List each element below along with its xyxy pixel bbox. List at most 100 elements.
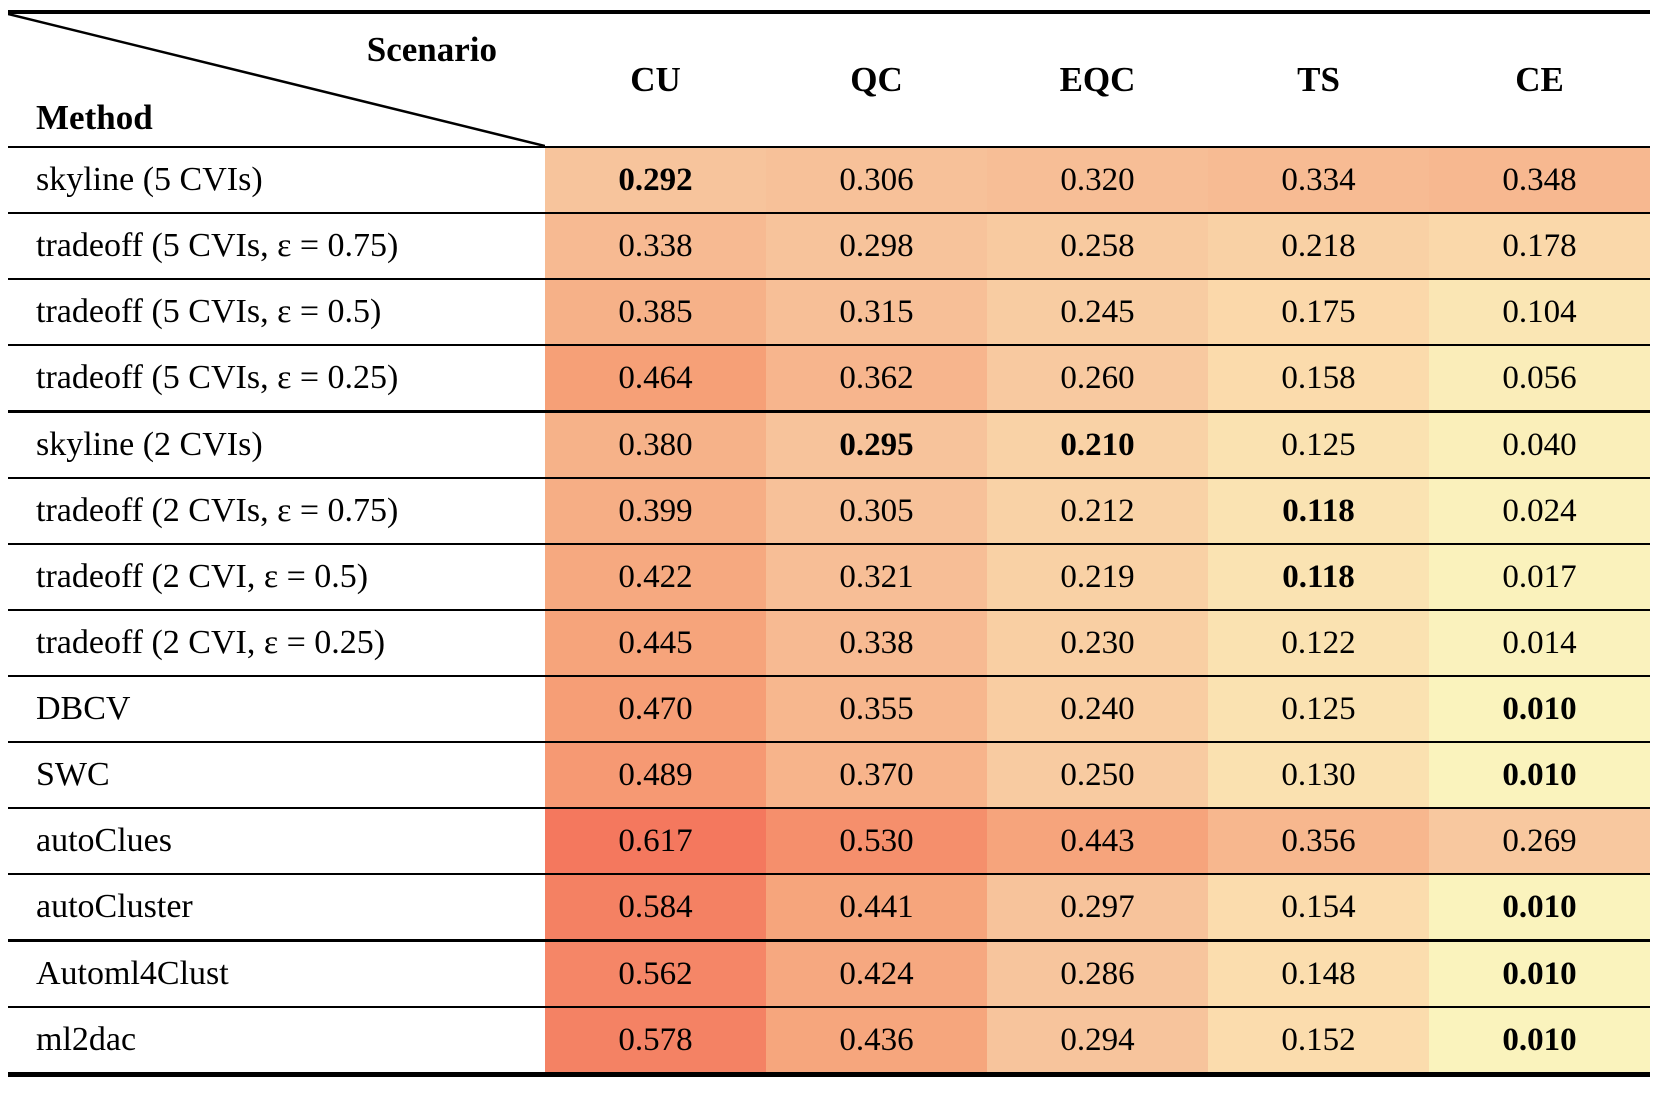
heatmap-cell: 0.125 bbox=[1208, 413, 1429, 477]
heatmap-cell: 0.175 bbox=[1208, 280, 1429, 344]
table-row: tradeoff (2 CVI, ε = 0.25) 0.445 0.338 0.23… bbox=[8, 611, 1650, 677]
heatmap-cell: 0.489 bbox=[545, 743, 766, 807]
heatmap-cell: 0.154 bbox=[1208, 875, 1429, 939]
heatmap-cell: 0.380 bbox=[545, 413, 766, 477]
heatmap-cell: 0.010 bbox=[1429, 743, 1650, 807]
table-row: skyline (2 CVIs) 0.380 0.295 0.210 0.125 0.04… bbox=[8, 413, 1650, 479]
table-row: tradeoff (5 CVIs, ε = 0.5) 0.385 0.315 0.24… bbox=[8, 280, 1650, 346]
heatmap-cell: 0.584 bbox=[545, 875, 766, 939]
heatmap-cell: 0.218 bbox=[1208, 214, 1429, 278]
heatmap-cell: 0.422 bbox=[545, 545, 766, 609]
heatmap-cell: 0.056 bbox=[1429, 346, 1650, 410]
table-bottom-rule bbox=[8, 1072, 1650, 1077]
table-row: ml2dac 0.578 0.436 0.294 0.152 0.010 bbox=[8, 1008, 1650, 1072]
heatmap-cell: 0.445 bbox=[545, 611, 766, 675]
heatmap-cell: 0.245 bbox=[987, 280, 1208, 344]
method-label: tradeoff (2 CVIs, ε = 0.75) bbox=[8, 479, 545, 543]
heatmap-cell: 0.470 bbox=[545, 677, 766, 741]
heatmap-cell: 0.294 bbox=[987, 1008, 1208, 1072]
heatmap-cell: 0.370 bbox=[766, 743, 987, 807]
column-header-qc: QC bbox=[850, 60, 903, 99]
table-row: tradeoff (2 CVI, ε = 0.5) 0.422 0.321 0.219… bbox=[8, 545, 1650, 611]
heatmap-cell: 0.125 bbox=[1208, 677, 1429, 741]
method-label: autoCluster bbox=[8, 875, 545, 939]
heatmap-cell: 0.260 bbox=[987, 346, 1208, 410]
heatmap-cell: 0.295 bbox=[766, 413, 987, 477]
heatmap-cell: 0.292 bbox=[545, 148, 766, 212]
heatmap-cell: 0.443 bbox=[987, 809, 1208, 873]
table-row: tradeoff (2 CVIs, ε = 0.75) 0.399 0.305 0.2… bbox=[8, 479, 1650, 545]
table-row: DBCV 0.470 0.355 0.240 0.125 0.010 bbox=[8, 677, 1650, 743]
method-label: Automl4Clust bbox=[8, 942, 545, 1006]
table-row: Automl4Clust 0.562 0.424 0.286 0.148 0.010 bbox=[8, 942, 1650, 1008]
heatmap-cell: 0.338 bbox=[766, 611, 987, 675]
heatmap-cell: 0.024 bbox=[1429, 479, 1650, 543]
heatmap-cell: 0.298 bbox=[766, 214, 987, 278]
heatmap-cell: 0.269 bbox=[1429, 809, 1650, 873]
method-label: skyline (5 CVIs) bbox=[8, 148, 545, 212]
heatmap-cell: 0.306 bbox=[766, 148, 987, 212]
column-header-ts: TS bbox=[1297, 60, 1340, 99]
heatmap-cell: 0.441 bbox=[766, 875, 987, 939]
heatmap-cell: 0.562 bbox=[545, 942, 766, 1006]
heatmap-cell: 0.010 bbox=[1429, 677, 1650, 741]
heatmap-cell: 0.219 bbox=[987, 545, 1208, 609]
method-label: DBCV bbox=[8, 677, 545, 741]
heatmap-cell: 0.148 bbox=[1208, 942, 1429, 1006]
heatmap-cell: 0.152 bbox=[1208, 1008, 1429, 1072]
table-row: autoClues 0.617 0.530 0.443 0.356 0.269 bbox=[8, 809, 1650, 875]
header-row: Scenario Method CU QC EQC TS CE bbox=[8, 14, 1650, 148]
heatmap-cell: 0.210 bbox=[987, 413, 1208, 477]
heatmap-cell: 0.014 bbox=[1429, 611, 1650, 675]
method-label: ml2dac bbox=[8, 1008, 545, 1072]
heatmap-cell: 0.464 bbox=[545, 346, 766, 410]
heatmap-cell: 0.315 bbox=[766, 280, 987, 344]
table-row: tradeoff (5 CVIs, ε = 0.75) 0.338 0.298 0.2… bbox=[8, 214, 1650, 280]
heatmap-cell: 0.118 bbox=[1208, 545, 1429, 609]
heatmap-cell: 0.297 bbox=[987, 875, 1208, 939]
heatmap-cell: 0.118 bbox=[1208, 479, 1429, 543]
table-row: skyline (5 CVIs) 0.292 0.306 0.320 0.334 0.34… bbox=[8, 148, 1650, 214]
heatmap-cell: 0.040 bbox=[1429, 413, 1650, 477]
method-label: tradeoff (5 CVIs, ε = 0.5) bbox=[8, 280, 545, 344]
heatmap-cell: 0.212 bbox=[987, 479, 1208, 543]
heatmap-cell: 0.010 bbox=[1429, 875, 1650, 939]
corner-label-scenario: Scenario bbox=[366, 30, 497, 69]
heatmap-cell: 0.355 bbox=[766, 677, 987, 741]
heatmap-cell: 0.178 bbox=[1429, 214, 1650, 278]
heatmap-cell: 0.338 bbox=[545, 214, 766, 278]
heatmap-cell: 0.385 bbox=[545, 280, 766, 344]
method-label: SWC bbox=[8, 743, 545, 807]
table-row: SWC 0.489 0.370 0.250 0.130 0.010 bbox=[8, 743, 1650, 809]
heatmap-cell: 0.010 bbox=[1429, 1008, 1650, 1072]
results-table: Scenario Method CU QC EQC TS CE skyline (5 C… bbox=[8, 10, 1650, 1077]
heatmap-cell: 0.250 bbox=[987, 743, 1208, 807]
column-header-eqc: EQC bbox=[1059, 60, 1136, 99]
heatmap-cell: 0.305 bbox=[766, 479, 987, 543]
column-header-cu: CU bbox=[630, 60, 681, 99]
heatmap-cell: 0.436 bbox=[766, 1008, 987, 1072]
heatmap-cell: 0.122 bbox=[1208, 611, 1429, 675]
method-label: tradeoff (5 CVIs, ε = 0.75) bbox=[8, 214, 545, 278]
table-body: skyline (5 CVIs) 0.292 0.306 0.320 0.334 0.34… bbox=[8, 148, 1650, 1072]
heatmap-cell: 0.104 bbox=[1429, 280, 1650, 344]
diagonal-line bbox=[8, 14, 545, 146]
heatmap-cell: 0.017 bbox=[1429, 545, 1650, 609]
method-label: skyline (2 CVIs) bbox=[8, 413, 545, 477]
method-label: autoClues bbox=[8, 809, 545, 873]
heatmap-cell: 0.130 bbox=[1208, 743, 1429, 807]
method-label: tradeoff (5 CVIs, ε = 0.25) bbox=[8, 346, 545, 410]
table-row: autoCluster 0.584 0.441 0.297 0.154 0.010 bbox=[8, 875, 1650, 942]
corner-cell: Scenario Method bbox=[8, 14, 545, 146]
corner-label-method: Method bbox=[36, 98, 153, 137]
heatmap-cell: 0.348 bbox=[1429, 148, 1650, 212]
heatmap-cell: 0.320 bbox=[987, 148, 1208, 212]
heatmap-cell: 0.334 bbox=[1208, 148, 1429, 212]
heatmap-cell: 0.230 bbox=[987, 611, 1208, 675]
method-label: tradeoff (2 CVI, ε = 0.5) bbox=[8, 545, 545, 609]
heatmap-cell: 0.356 bbox=[1208, 809, 1429, 873]
heatmap-cell: 0.258 bbox=[987, 214, 1208, 278]
heatmap-cell: 0.321 bbox=[766, 545, 987, 609]
heatmap-cell: 0.530 bbox=[766, 809, 987, 873]
